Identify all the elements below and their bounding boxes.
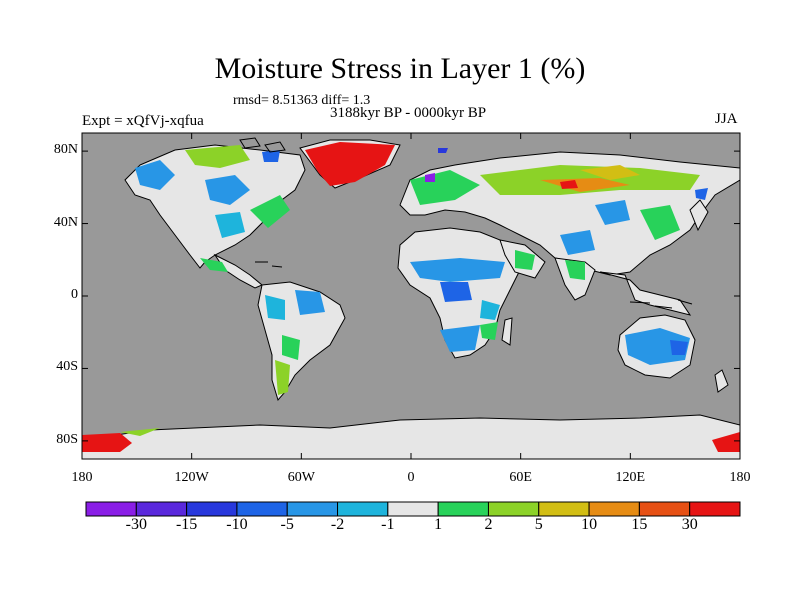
colorbar-swatch [437,501,489,517]
map-panel [82,133,740,459]
colorbar-label: -30 [125,516,147,533]
argentina-patch [275,360,290,395]
colorbar-swatch [236,501,288,517]
canada-patch [205,175,250,205]
south-brazil-patch [282,335,300,360]
colorbar-swatch [689,501,741,517]
colorbar-swatch [135,501,188,517]
southeast-asia [599,271,692,316]
mexico-patch [200,258,228,272]
colorbar [85,501,741,517]
sahel-dark-patch [440,282,472,302]
indonesia-islands [629,299,693,309]
colorbar-swatch [337,501,389,517]
east-africa-patch [480,300,500,320]
siberia-red-patch [560,180,578,189]
arctic-islands [239,137,286,153]
antarctic-coast-green-patch [120,428,160,436]
us-east-patch [250,195,290,228]
rmsd-diff-label: rmsd= 8.51363 diff= 1.3 [233,93,371,108]
siberia-orange-patch [540,178,630,192]
colorbar-swatch [487,501,540,517]
colorbar-swatch [186,501,238,517]
scandinavia-purple-patch [425,173,435,182]
anomaly-patches [82,142,740,452]
india-patch [565,260,585,280]
japan [689,199,709,232]
y-tick-label: 0 [71,287,78,302]
x-tick-label: 180 [729,470,751,485]
time-period-label: 3188kyr BP - 0000kyr BP [329,105,487,121]
east-asia-patch [640,205,680,240]
colorbar-swatch [588,501,640,517]
hudson-blue-patch [262,150,280,162]
sahel-patch [410,258,505,282]
australia-patch [625,328,690,365]
australia-dark-patch [670,340,688,355]
greenland-positive-patch [305,142,395,186]
colorbar-label: -10 [226,516,248,533]
y-tick-label: 40S [56,359,78,375]
colorbar-label: -15 [175,516,198,533]
arctic-blue-patch [438,148,448,153]
antarctica [82,414,740,459]
colorbar-label: 15 [631,516,648,533]
brazil-patch [265,295,285,320]
amazon-patch [295,290,325,315]
colorbar-swatch [538,501,590,517]
antarctic-east-edge-patch [712,432,740,452]
y-tick-label: 80S [56,431,78,447]
x-tick-label: 0 [407,470,415,485]
colorbar-label: 1 [434,516,443,533]
siberia-yellow-patch [580,165,640,180]
southern-africa-patch [440,325,480,352]
central-asia-patch [595,200,630,225]
mozambique-patch [480,322,498,340]
y-tick-label: 80N [53,142,78,158]
colorbar-label: 10 [581,516,598,533]
east-asia-blue-patch [695,188,708,200]
us-west-patch [215,212,245,238]
arabia-patch [515,250,535,270]
colorbar-swatch [387,501,439,517]
island-coastlines [239,137,693,309]
x-tick-label: 60E [509,470,532,485]
colorbar-swatch [286,501,339,517]
colorbar-label: -5 [280,516,294,533]
y-tick-label: 40N [53,214,78,230]
x-tick-label: 180 [71,470,93,485]
x-tick-label: 120W [174,470,209,485]
colorbar-label: -1 [381,516,395,533]
colorbar-label: 5 [534,516,543,533]
x-tick-label: 120E [615,470,646,485]
map-title: Moisture Stress in Layer 1 (%) [214,52,586,85]
axis-tick-marks [81,133,741,459]
x-tick-label: 60W [287,470,315,485]
colorbar-swatch [638,501,691,517]
experiment-label: Expt = xQfVj-xqfua [82,113,204,129]
colorbar-swatch [85,501,137,517]
colorbar-label: -2 [330,516,345,533]
tibet-patch [560,230,595,255]
new-zealand [714,369,729,393]
caribbean-islands [255,261,283,268]
alaska-patch [135,160,175,190]
antarctic-west-edge-patch [82,433,132,452]
madagascar [501,317,513,346]
north-canada-patch [185,145,250,168]
season-label: JJA [715,111,738,127]
colorbar-label: 30 [681,516,698,533]
colorbar-label: 2 [484,516,493,533]
